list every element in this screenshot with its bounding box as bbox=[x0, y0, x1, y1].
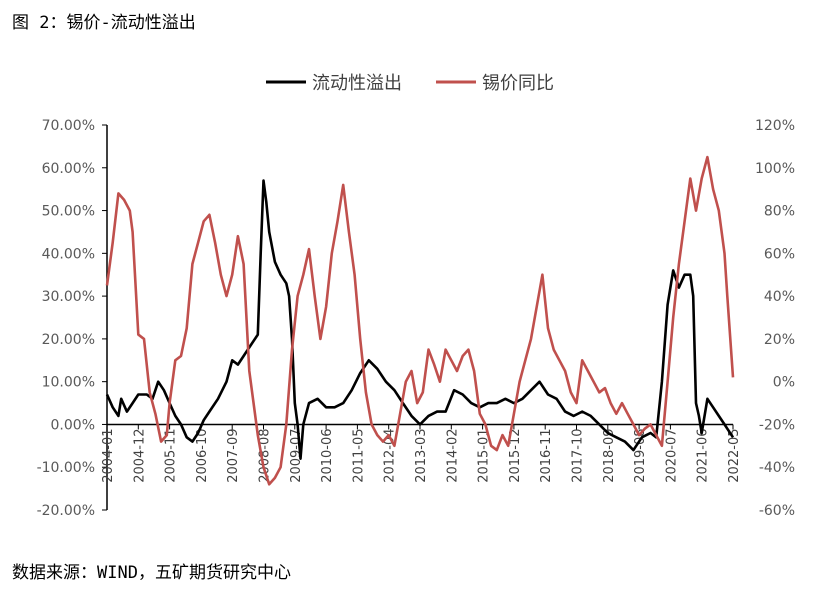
right-axis-tick-label: 60% bbox=[764, 246, 795, 262]
series-line-tin-price-yoy bbox=[105, 155, 735, 486]
left-axis-tick-label: -20.00% bbox=[37, 503, 95, 519]
x-axis-tick-label: 2004-01 bbox=[101, 428, 116, 482]
x-axis-tick-label: 2021-06 bbox=[696, 428, 711, 482]
x-axis-tick-label: 2004-12 bbox=[132, 428, 147, 482]
right-axis-tick-label: 80% bbox=[764, 204, 795, 220]
left-axis-tick-label: 70.00% bbox=[42, 118, 95, 134]
x-axis-tick-label: 2019-08 bbox=[633, 428, 648, 482]
source-note: 数据来源：WIND，五矿期货研究中心 bbox=[12, 563, 291, 583]
left-axis-tick-label: 20.00% bbox=[42, 332, 95, 348]
right-axis-tick-label: 120% bbox=[755, 118, 795, 134]
right-axis-tick-label: 40% bbox=[764, 289, 795, 305]
left-axis-tick-label: 0.00% bbox=[51, 417, 95, 433]
left-axis-tick-label: 10.00% bbox=[42, 375, 95, 391]
x-axis-tick-label: 2007-09 bbox=[226, 428, 241, 482]
x-axis-tick-label: 2016-11 bbox=[539, 428, 554, 482]
left-axis-tick-label: 50.00% bbox=[42, 204, 95, 220]
left-axis-tick-label: -10.00% bbox=[37, 460, 95, 476]
right-axis-tick-label: 100% bbox=[755, 161, 795, 177]
legend-label: 流动性溢出 bbox=[312, 73, 402, 94]
left-y-axis: -20.00% -10.00% 0.00% 10.00% 20.00% 30.00% 40.… bbox=[37, 118, 108, 519]
x-axis-tick-label: 2015-01 bbox=[477, 428, 492, 482]
x-axis: 2004-01 2004-12 2005-11 2006-10 2007-09 2008-… bbox=[101, 423, 742, 483]
x-axis-tick-label: 2006-10 bbox=[195, 428, 210, 482]
x-axis-tick-label: 2017-10 bbox=[571, 428, 586, 482]
figure-title: 图 2：锡价-流动性溢出 bbox=[12, 13, 196, 33]
x-axis-tick-label: 2013-03 bbox=[414, 428, 429, 482]
right-axis-tick-label: -40% bbox=[759, 460, 795, 476]
right-axis-tick-label: -20% bbox=[759, 417, 795, 433]
left-axis-tick-label: 40.00% bbox=[42, 246, 95, 262]
plot-area bbox=[105, 155, 735, 486]
series-line-liquidity-spillover bbox=[105, 179, 735, 460]
x-axis-tick-label: 2005-11 bbox=[164, 428, 179, 482]
right-axis-tick-label: 0% bbox=[773, 375, 795, 391]
right-axis-tick-label: 20% bbox=[764, 332, 795, 348]
x-axis-tick-label: 2011-05 bbox=[351, 428, 366, 482]
x-axis-tick-label: 2008-08 bbox=[258, 428, 273, 482]
x-axis-tick-label: 2015-12 bbox=[508, 428, 523, 482]
x-axis-tick-label: 2018-09 bbox=[602, 428, 617, 482]
x-axis-tick-label: 2014-02 bbox=[445, 428, 460, 482]
left-axis-tick-label: 30.00% bbox=[42, 289, 95, 305]
x-axis-tick-label: 2020-07 bbox=[664, 428, 679, 482]
right-y-axis: -60% -40% -20% 0% 20% 40% 60% 80% 100% 120% bbox=[755, 118, 795, 519]
right-axis-tick-label: -60% bbox=[759, 503, 795, 519]
x-axis-tick-label: 2010-06 bbox=[320, 428, 335, 482]
x-axis-tick-label: 2022-05 bbox=[727, 428, 742, 482]
left-axis-tick-label: 60.00% bbox=[42, 161, 95, 177]
legend-label: 锡价同比 bbox=[482, 73, 554, 94]
legend: 流动性溢出 锡价同比 bbox=[266, 73, 554, 94]
